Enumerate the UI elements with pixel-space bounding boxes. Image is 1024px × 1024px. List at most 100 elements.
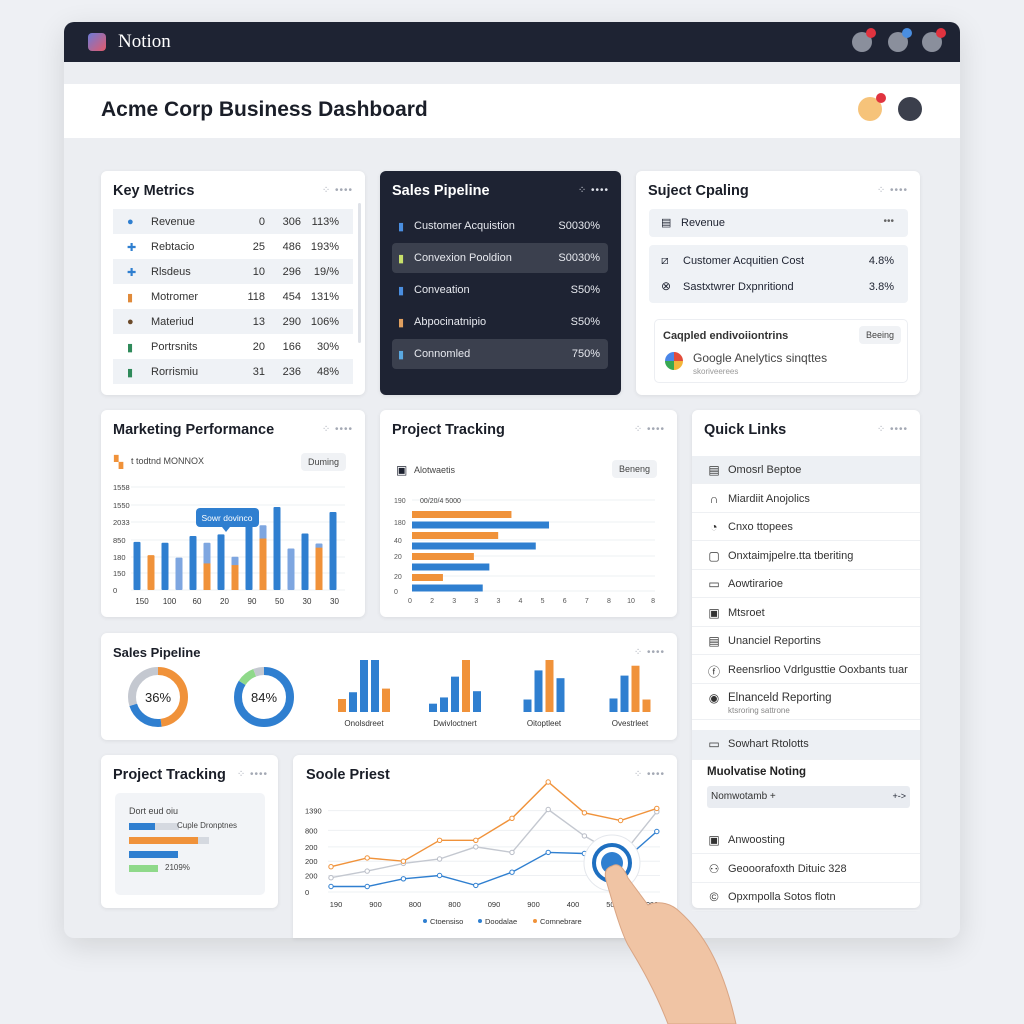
bar [287,548,295,590]
integration-button[interactable]: Beeing [858,326,901,344]
subject-card: Suject Cpaling ⁘ •••• ▤ Revenue ••• ⧄ Cu… [636,171,920,395]
more-icon[interactable]: ⁘ •••• [633,424,665,435]
metric-row[interactable]: ▮ Motromer 118 454 131% [113,284,353,309]
quick-link-item[interactable]: © Opxmpolla Sotos flotn [692,883,920,911]
metric-row[interactable]: ● Revenue 0 306 113% [113,209,353,234]
data-point [473,837,479,843]
calendar-icon: ▣ [708,605,720,620]
scrollbar[interactable] [358,203,361,343]
pipeline-row[interactable]: ▮ Abpocinatnipio S50% [392,307,608,337]
quick-link-item[interactable]: ⓕ Reensrlioo Vdrlgusttie Ooxbants tuar [692,656,920,684]
bar [245,526,253,590]
share-icon[interactable] [852,28,876,52]
pipeline-row[interactable]: ▮ Connomled 750% [392,339,608,369]
quick-link-item[interactable]: ▤ Unanciel Reportins [692,627,920,655]
bar [412,532,499,539]
quick-link-item[interactable]: ▢ Onxtaimjpelre.tta tberiting [692,542,920,570]
quick-link-label: Geooorafoxth Dituic 328 [728,862,847,875]
more-icon[interactable]: ⁘ •••• [876,185,908,196]
legend-marker [533,919,537,923]
quick-link-item[interactable]: ▣ Mtsroet [692,599,920,627]
bar-stack [231,565,239,590]
stage-icon: ▮ [398,285,405,297]
close-circle-icon: ⊗ [661,279,672,293]
quick-link-item[interactable]: ◔ Cnxo ttopees [692,513,920,541]
target-icon: ◉ [708,691,720,705]
x-tick-label: 20 [220,597,229,606]
quick-link-item[interactable]: ⚇ Geooorafoxth Dituic 328 [692,855,920,883]
quick-link-item[interactable]: ▭ Aowtirarioe [692,570,920,598]
y-tick-label: 20 [394,574,402,581]
more-icon[interactable]: ⁘ •••• [236,769,268,780]
metric-row[interactable]: ▮ Rorrismiu 31 236 48% [113,359,353,384]
bar [273,507,281,590]
quick-link-item[interactable]: ◉ Elnanceld Reporting ktsroring sattrone [692,684,920,720]
metric-count: 0 [258,216,265,228]
mini-bar [545,660,554,712]
bar [412,521,550,529]
card-title: Sales Pipeline [392,183,490,199]
metric-row[interactable]: ✚ Rebtacio 25 486 193% [113,234,353,259]
avatar[interactable] [858,93,886,121]
settings-icon[interactable] [888,28,912,52]
bar-stack [315,547,323,590]
revenue-row[interactable]: ▤ Revenue ••• [649,209,908,237]
integration-title: Caqpled endivoiiontrins [663,330,789,342]
quick-link-label: Cnxo ttopees [728,521,793,533]
pipeline-row[interactable]: ▮ Customer Acquistion S0030% [392,211,608,241]
data-point [509,869,515,875]
metric-icon: ▮ [127,292,134,304]
notifications-icon[interactable] [922,28,946,52]
card-title: Project Tracking [113,767,226,783]
filter-button[interactable]: Beneng [612,460,658,478]
metric-row[interactable]: ✚ Rlsdeus 10 296 19/% [113,259,353,284]
quick-link-item[interactable]: ∩ Miardiit Anojolics [692,485,920,513]
bar [329,511,337,590]
more-button[interactable]: ••• [883,216,894,227]
quick-link-label: Opxmpolla Sotos flotn [728,891,836,903]
metric-label: Materiud [151,316,194,328]
stage-value: S0030% [558,220,600,232]
mini-bar [360,660,368,712]
folder-icon: ▭ [708,737,720,751]
more-icon[interactable]: ⁘ •••• [633,769,665,780]
filter-button[interactable]: Duming [301,453,347,471]
metric-icon: ● [127,316,134,328]
y-tick-label: 40 [394,538,402,545]
metric-count: 118 [247,291,265,303]
data-point [545,806,551,813]
report-icon: ▤ [708,634,720,648]
mini-bar [473,691,481,712]
chart-legend: t todtnd MONNOX [131,456,205,466]
stage-value: S0030% [558,252,600,264]
bar [412,511,512,518]
more-icon[interactable]: ⁘ •••• [577,185,609,196]
section-header[interactable]: ▭ Sowhart Rtolotts [692,730,920,760]
quick-link-item[interactable]: ▣ Anwoosting [692,826,920,854]
group-label: Ovestrleet [612,719,649,728]
quick-link-label: Reensrlioo Vdrlgusttie Ooxbants tuar [728,663,908,676]
group-label: Onolsdreet [344,719,384,728]
progress-box: Dort eud oiu Cuple Dronptnes 2109% [115,793,265,895]
note-input[interactable]: Nomwotamb + +-> [707,786,910,808]
group-label: Oitoptleet [527,719,562,728]
metric-row[interactable]: ● Materiud 13 290 106% [113,309,353,334]
more-icon[interactable]: ⁘ •••• [321,185,353,196]
clipboard-icon: ▢ [708,548,720,563]
quick-link-item[interactable]: ▤ Omosrl Beptoe [692,456,920,484]
more-icon[interactable]: ⁘ •••• [876,424,908,435]
clock-icon: ◔ [710,520,718,534]
tooltip-pointer [222,527,230,532]
y-tick-label: 1550 [113,501,130,510]
metric-row[interactable]: ▮ Portrsnits 20 166 30% [113,334,353,359]
pipeline-row[interactable]: ▮ Convexion Pooldion S0030% [392,243,608,273]
more-icon[interactable]: ⁘ •••• [321,424,353,435]
arrow-icon[interactable]: +-> [892,791,906,801]
copyright-icon: © [709,890,719,904]
subheading: Muolvatise Noting [707,766,807,778]
more-icon[interactable]: ⁘ •••• [633,647,665,658]
card-title: Soole Priest [306,767,390,783]
pipeline-row[interactable]: ▮ Conveation S50% [392,275,608,305]
metric-icon: ▮ [127,367,134,379]
avatar-user[interactable] [898,97,922,121]
